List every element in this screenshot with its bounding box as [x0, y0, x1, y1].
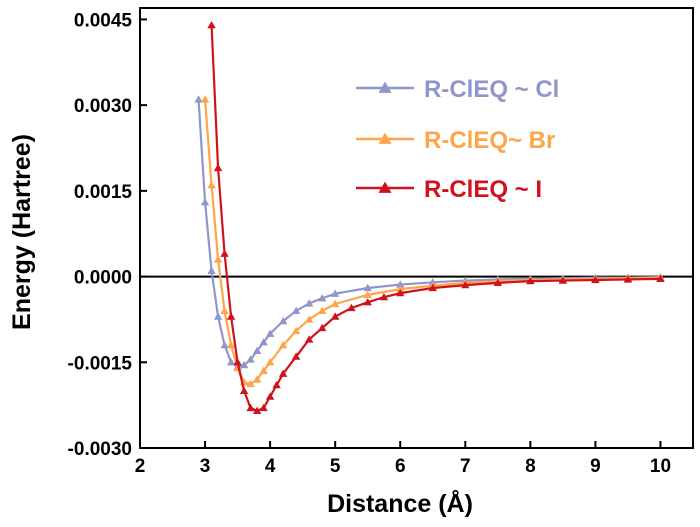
data-point — [304, 299, 314, 307]
data-point — [194, 95, 203, 103]
y-axis-title: Energy (Hartree) — [8, 134, 36, 330]
data-point — [656, 274, 665, 283]
data-point — [246, 355, 255, 363]
data-point — [213, 255, 223, 263]
data-point — [291, 352, 301, 360]
data-point — [330, 299, 340, 308]
data-point — [207, 180, 216, 189]
series-3 — [207, 20, 665, 415]
y-tick-label: -0.0015 — [68, 353, 133, 374]
data-point — [363, 290, 372, 299]
data-point — [278, 316, 288, 325]
data-point — [317, 294, 327, 302]
data-point — [226, 358, 236, 366]
data-point — [591, 275, 600, 284]
data-point — [252, 346, 262, 355]
series-line — [203, 99, 661, 386]
data-point — [363, 283, 372, 292]
data-point — [233, 358, 242, 366]
data-point — [623, 275, 633, 283]
data-point — [558, 276, 568, 284]
legend-label: R-ClEQ ~ Cl — [424, 76, 559, 103]
data-point — [207, 20, 216, 29]
x-tick-label: 10 — [650, 456, 671, 477]
x-tick-label: 9 — [590, 456, 601, 477]
data-point — [200, 198, 210, 206]
data-point — [226, 340, 236, 349]
data-point — [259, 403, 268, 412]
data-point — [526, 276, 535, 285]
data-point — [330, 289, 340, 297]
data-point — [330, 312, 340, 320]
data-point — [278, 340, 288, 349]
y-tick-label: 0.0000 — [74, 268, 132, 289]
data-point — [213, 163, 223, 172]
series-line — [210, 25, 661, 412]
data-point — [461, 280, 470, 289]
y-tick-label: -0.0030 — [68, 439, 132, 460]
data-point — [220, 306, 229, 315]
x-tick-label: 5 — [330, 456, 341, 477]
x-axis-title: Distance (Å) — [327, 489, 473, 518]
data-point — [265, 392, 275, 400]
data-point — [347, 303, 356, 312]
y-tick-label: 0.0015 — [74, 182, 133, 203]
data-point — [220, 249, 229, 257]
data-point — [259, 366, 268, 375]
data-point — [396, 288, 405, 297]
legend-label: R-ClEQ ~ I — [424, 176, 542, 203]
data-point — [396, 284, 405, 293]
data-point — [317, 306, 327, 315]
data-point — [252, 375, 262, 383]
data-point — [246, 403, 255, 412]
data-point — [317, 323, 327, 332]
data-point — [239, 386, 249, 395]
plot-frame — [139, 7, 694, 449]
legend-marker — [378, 132, 392, 144]
x-tick-label: 4 — [265, 456, 276, 477]
data-point — [493, 278, 503, 287]
legend-marker — [378, 81, 392, 93]
legend-label: R-ClEQ~ Br — [424, 127, 555, 154]
x-tick-label: 3 — [200, 456, 211, 477]
data-point — [207, 266, 216, 275]
data-point — [428, 283, 437, 292]
data-point — [220, 340, 229, 349]
data-point — [213, 312, 223, 320]
data-point — [396, 280, 405, 288]
data-point — [379, 292, 389, 301]
legend: R-ClEQ ~ Cl R-ClEQ~ Br R-ClEQ ~ I — [356, 76, 559, 203]
data-point — [278, 369, 288, 377]
data-point — [304, 315, 314, 323]
data-point — [304, 335, 314, 343]
data-point — [265, 329, 275, 337]
data-point — [252, 406, 262, 415]
data-point — [363, 298, 372, 306]
y-tick-label: 0.0045 — [74, 10, 133, 31]
x-tick-label: 2 — [135, 456, 146, 477]
y-tick-label: 0.0030 — [74, 96, 132, 117]
series-layer — [194, 20, 665, 415]
data-point — [259, 338, 268, 346]
ticks-layer: 2 3 4 5 6 7 8 9 10 -0.0030 -0.0015 0.0000 0.0015 0.00… — [68, 10, 671, 477]
data-point — [200, 95, 210, 103]
data-point — [291, 326, 301, 335]
data-point — [291, 306, 301, 315]
data-point — [239, 360, 249, 369]
legend-marker — [378, 181, 392, 193]
data-point — [226, 312, 236, 320]
data-point — [265, 358, 275, 366]
data-point — [272, 380, 281, 389]
x-tick-label: 6 — [395, 456, 406, 477]
x-tick-label: 7 — [460, 456, 471, 477]
x-tick-label: 8 — [525, 456, 536, 477]
data-point — [246, 379, 255, 388]
